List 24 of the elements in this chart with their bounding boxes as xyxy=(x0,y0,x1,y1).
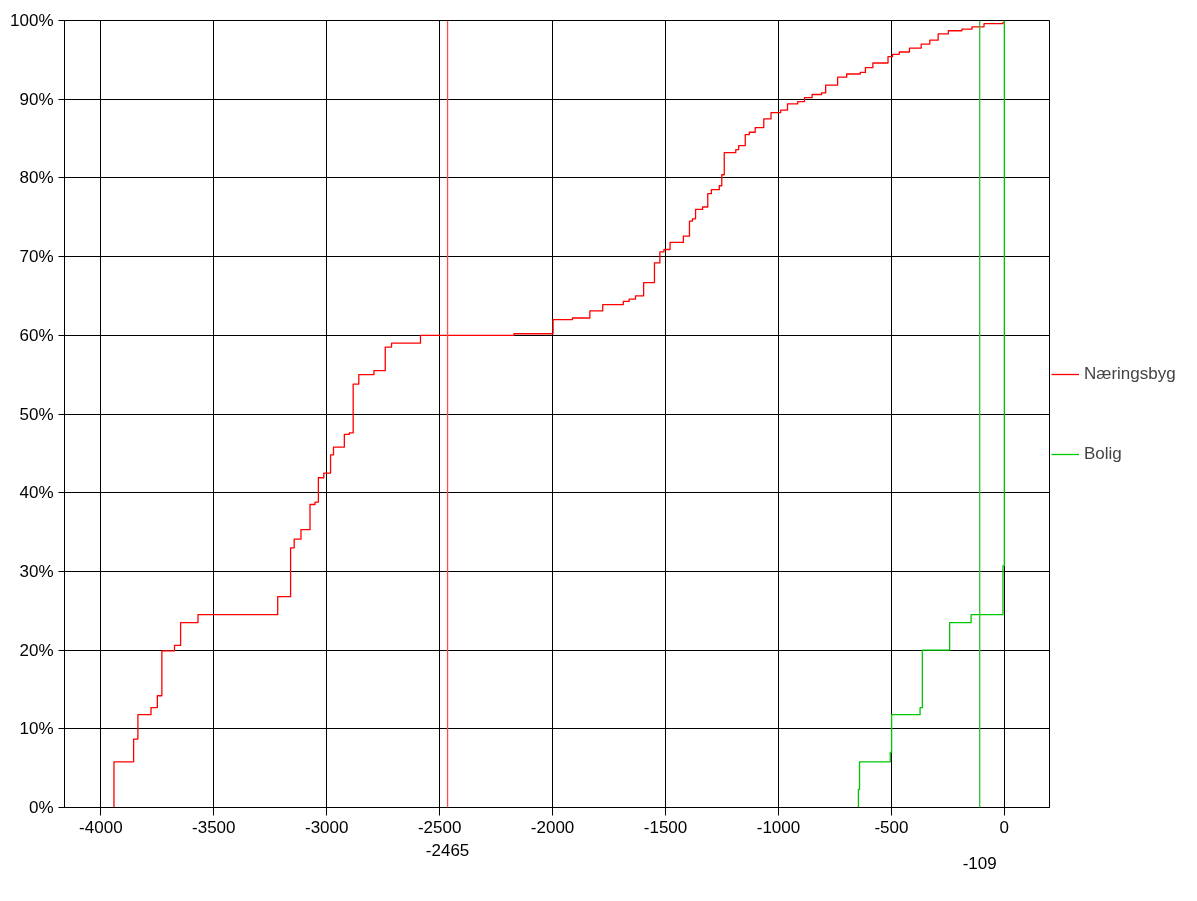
ref-line-label: -109 xyxy=(962,853,997,873)
x-tick-label: -3000 xyxy=(304,817,349,837)
y-tick-label: 80% xyxy=(19,168,54,188)
y-tick-label: 20% xyxy=(19,640,54,660)
y-tick-label: 10% xyxy=(19,719,54,739)
y-tick-label: 40% xyxy=(19,483,54,503)
x-tick-label: -1000 xyxy=(756,817,801,837)
x-tick-label: -1500 xyxy=(643,817,688,837)
y-tick-label: 50% xyxy=(19,404,54,424)
x-tick-label: -2500 xyxy=(417,817,462,837)
y-tick-label: 60% xyxy=(19,325,54,345)
legend-label: Bolig xyxy=(1084,443,1122,464)
ref-line-label: -2465 xyxy=(425,840,470,860)
y-tick-label: 100% xyxy=(10,11,54,30)
x-tick-label: -500 xyxy=(874,817,909,837)
y-tick-label: 0% xyxy=(28,798,54,817)
y-tick-label: 90% xyxy=(19,89,54,109)
x-tick-label: -2000 xyxy=(530,817,575,837)
legend-label: Næringsbyg xyxy=(1084,363,1176,384)
x-tick-label: 0 xyxy=(999,817,1010,837)
x-tick-label: -3500 xyxy=(192,817,236,837)
x-tick-label: -4000 xyxy=(79,817,123,837)
y-tick-label: 30% xyxy=(19,561,54,581)
y-tick-label: 70% xyxy=(19,247,54,267)
